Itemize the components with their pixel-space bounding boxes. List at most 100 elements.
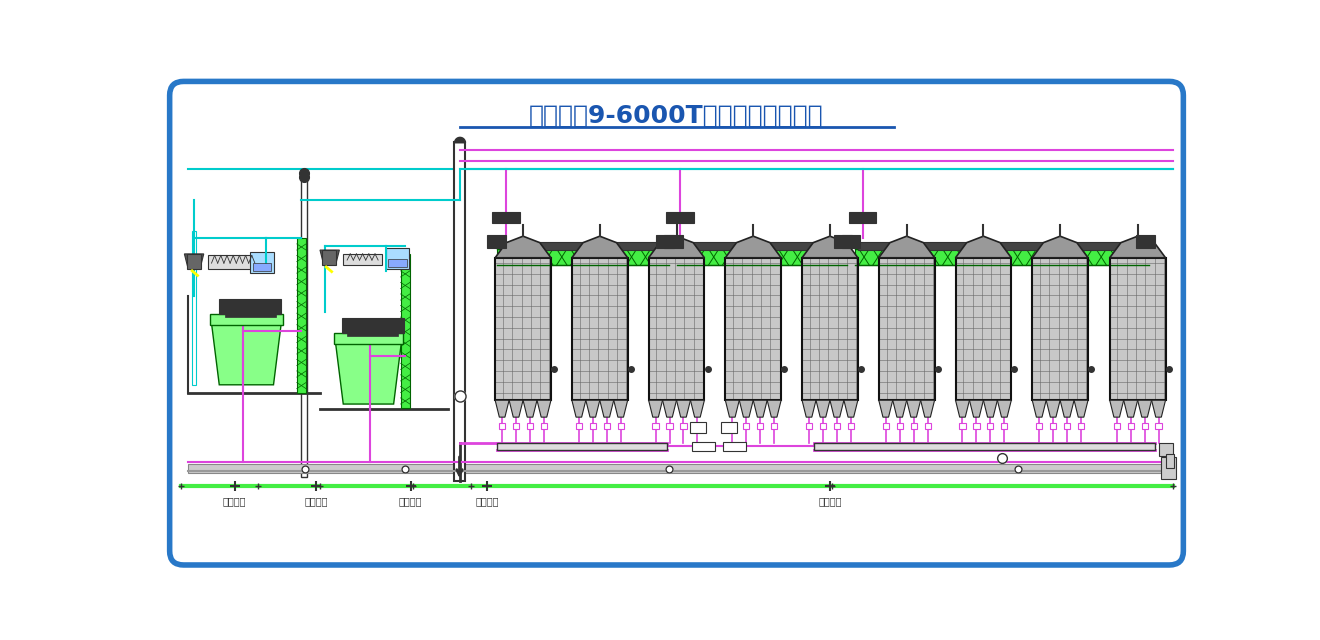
Bar [956, 258, 1011, 400]
Bar [1110, 258, 1166, 400]
Bar [849, 212, 876, 223]
Polygon shape [663, 400, 676, 417]
Polygon shape [319, 250, 339, 266]
Bar [495, 258, 550, 400]
Text: 饲料行业9-6000T玉米仓工艺流程图: 饲料行业9-6000T玉米仓工艺流程图 [529, 103, 824, 127]
Bar [883, 423, 888, 429]
Polygon shape [1032, 400, 1047, 417]
Bar [385, 248, 409, 269]
Text: 卸料系统: 卸料系统 [223, 495, 247, 506]
Bar [1110, 258, 1166, 400]
Bar [879, 258, 935, 400]
Text: 清理系统: 清理系统 [475, 495, 499, 506]
Polygon shape [803, 400, 816, 417]
Bar [1114, 423, 1119, 429]
Bar [1049, 423, 1056, 429]
Bar [664, 236, 682, 248]
Bar [388, 259, 407, 267]
Bar [648, 258, 705, 400]
Bar [656, 236, 675, 248]
Bar [987, 423, 994, 429]
Polygon shape [725, 400, 739, 417]
Bar [847, 423, 854, 429]
Bar [572, 258, 628, 400]
Bar [576, 423, 582, 429]
Bar [454, 142, 465, 481]
Polygon shape [572, 400, 586, 417]
Bar [1032, 258, 1088, 400]
Bar [803, 258, 858, 400]
Polygon shape [1060, 400, 1074, 417]
Polygon shape [335, 342, 401, 404]
Bar [722, 422, 737, 433]
Bar [729, 423, 735, 429]
Polygon shape [1138, 400, 1151, 417]
Bar [513, 423, 519, 429]
Bar [572, 258, 628, 400]
Bar [207, 255, 255, 269]
Polygon shape [1151, 400, 1166, 417]
Bar [495, 258, 550, 400]
Bar [924, 423, 931, 429]
Bar [251, 252, 273, 273]
Bar [667, 423, 673, 429]
Bar [807, 423, 812, 429]
Polygon shape [614, 400, 628, 417]
Bar [492, 212, 520, 223]
FancyBboxPatch shape [170, 81, 1183, 565]
Bar [725, 258, 781, 400]
Bar [1032, 258, 1088, 400]
Bar [342, 318, 404, 333]
Bar [219, 298, 281, 314]
Bar [960, 423, 965, 429]
Polygon shape [648, 236, 705, 258]
Bar [879, 258, 935, 400]
Bar [690, 422, 706, 433]
Bar [803, 258, 858, 400]
Polygon shape [907, 400, 920, 417]
Polygon shape [676, 400, 690, 417]
Polygon shape [956, 400, 969, 417]
Bar [758, 423, 763, 429]
Bar [771, 423, 777, 429]
Bar [496, 248, 669, 266]
Bar [1036, 423, 1043, 429]
Bar [618, 423, 624, 429]
Polygon shape [495, 236, 550, 258]
Bar [252, 263, 271, 271]
Polygon shape [879, 400, 892, 417]
Polygon shape [956, 236, 1011, 258]
Bar [858, 243, 1144, 250]
Polygon shape [1047, 400, 1060, 417]
Polygon shape [816, 400, 830, 417]
Bar [834, 423, 840, 429]
Polygon shape [523, 400, 537, 417]
Bar [487, 236, 506, 248]
Polygon shape [830, 400, 843, 417]
Bar [400, 254, 411, 408]
Bar [496, 444, 667, 451]
Polygon shape [892, 400, 907, 417]
Polygon shape [211, 323, 281, 385]
Polygon shape [586, 400, 599, 417]
Bar [210, 314, 282, 324]
Bar [603, 423, 610, 429]
Bar [1142, 423, 1147, 429]
Bar [676, 248, 847, 266]
Bar [1127, 423, 1134, 429]
Polygon shape [572, 236, 628, 258]
Bar [814, 444, 1155, 451]
Bar [1160, 457, 1176, 479]
Polygon shape [843, 400, 858, 417]
Bar [723, 442, 746, 451]
Bar [842, 236, 861, 248]
Bar [855, 248, 1150, 266]
Polygon shape [1074, 400, 1088, 417]
Bar [1002, 423, 1007, 429]
Text: 清理系统: 清理系统 [305, 495, 329, 506]
Bar [527, 423, 533, 429]
Polygon shape [510, 400, 523, 417]
Bar [896, 423, 903, 429]
Bar [1167, 454, 1173, 468]
Polygon shape [803, 236, 858, 258]
